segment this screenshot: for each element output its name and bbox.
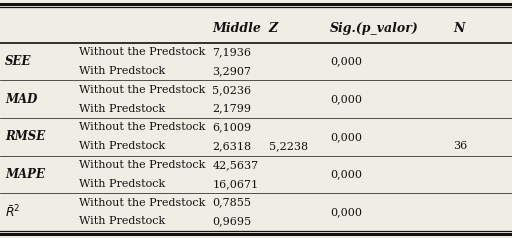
Text: 5,2238: 5,2238: [269, 141, 308, 151]
Text: 0,000: 0,000: [330, 57, 362, 67]
Text: 0,000: 0,000: [330, 132, 362, 142]
Text: 0,000: 0,000: [330, 169, 362, 179]
Text: Without the Predstock: Without the Predstock: [79, 85, 206, 95]
Text: 3,2907: 3,2907: [212, 66, 251, 76]
Text: With Predstock: With Predstock: [79, 104, 165, 114]
Text: 0,000: 0,000: [330, 207, 362, 217]
Text: Without the Predstock: Without the Predstock: [79, 122, 206, 133]
Text: With Predstock: With Predstock: [79, 66, 165, 76]
Text: $\bar{R}^2$: $\bar{R}^2$: [5, 204, 20, 220]
Text: 2,6318: 2,6318: [212, 141, 251, 151]
Text: With Predstock: With Predstock: [79, 141, 165, 151]
Text: Z: Z: [269, 22, 278, 35]
Text: Without the Predstock: Without the Predstock: [79, 47, 206, 57]
Text: N: N: [453, 22, 464, 35]
Text: Sig.(p_valor): Sig.(p_valor): [330, 22, 419, 35]
Text: 0,7855: 0,7855: [212, 198, 251, 208]
Text: Without the Predstock: Without the Predstock: [79, 160, 206, 170]
Text: 6,1009: 6,1009: [212, 122, 251, 133]
Text: 16,0671: 16,0671: [212, 179, 259, 189]
Text: SEE: SEE: [5, 55, 32, 68]
Text: RMSE: RMSE: [5, 130, 46, 143]
Text: With Predstock: With Predstock: [79, 216, 165, 227]
Text: 36: 36: [453, 141, 467, 151]
Text: 42,5637: 42,5637: [212, 160, 259, 170]
Text: MAD: MAD: [5, 93, 37, 106]
Text: 2,1799: 2,1799: [212, 104, 251, 114]
Text: Middle: Middle: [212, 22, 261, 35]
Text: With Predstock: With Predstock: [79, 179, 165, 189]
Text: 0,9695: 0,9695: [212, 216, 251, 227]
Text: 0,000: 0,000: [330, 94, 362, 104]
Text: Without the Predstock: Without the Predstock: [79, 198, 206, 208]
Text: 7,1936: 7,1936: [212, 47, 251, 57]
Text: 5,0236: 5,0236: [212, 85, 251, 95]
Text: MAPE: MAPE: [5, 168, 45, 181]
